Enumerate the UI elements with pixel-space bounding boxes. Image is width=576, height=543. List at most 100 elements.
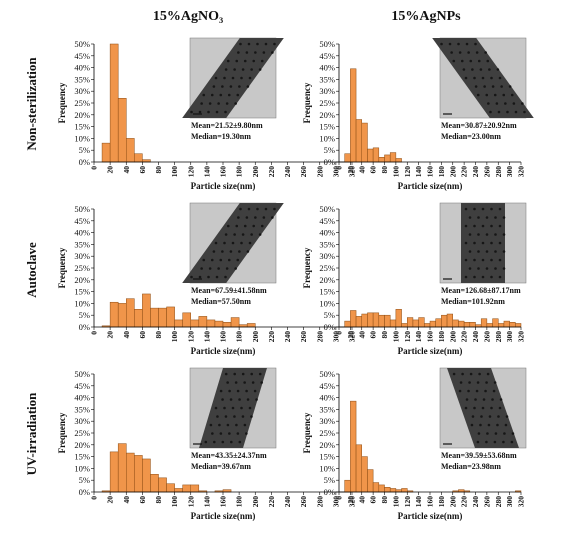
y-axis-label: Frequency [57, 82, 67, 123]
x-tick-label: 320 [348, 166, 357, 178]
x-tick-label: 120 [186, 331, 195, 343]
histogram-bar [344, 153, 351, 163]
histogram-bar [515, 323, 522, 328]
y-tick-label: 40% [74, 393, 90, 403]
y-axis-label: Frequency [302, 412, 312, 453]
mean-label: Mean=67.59±41.58nm [191, 286, 267, 295]
x-tick-label: 180 [235, 331, 244, 343]
x-tick-label: 280 [315, 496, 324, 508]
x-tick-label: 300 [331, 496, 340, 508]
x-tick-label: 160 [426, 166, 435, 178]
y-tick-label: 5% [324, 145, 335, 155]
x-tick-label: 300 [505, 496, 514, 508]
x-tick-label: 100 [391, 496, 400, 508]
y-tick-label: 45% [319, 381, 335, 391]
x-tick-label: 260 [299, 331, 308, 343]
x-tick-label: 200 [448, 496, 457, 508]
histogram-bar [158, 477, 167, 493]
tem-micrograph-inset [182, 37, 284, 119]
x-tick-label: 140 [414, 166, 423, 178]
y-tick-label: 50% [319, 369, 335, 379]
y-tick-label: 5% [79, 145, 90, 155]
column-title-agno3: 15%AgNO₃ [153, 9, 223, 24]
histogram-bar [424, 323, 431, 328]
x-tick-label: 100 [170, 496, 179, 508]
x-tick-label: 220 [267, 331, 276, 343]
y-tick-label: 30% [74, 416, 90, 426]
y-tick-label: 5% [324, 310, 335, 320]
histogram-bar [230, 317, 240, 328]
x-tick-label: 240 [283, 496, 292, 508]
histogram-bar [372, 312, 380, 328]
histogram-bar [469, 322, 476, 328]
y-tick-label: 35% [74, 404, 90, 414]
tem-micrograph-inset [439, 367, 527, 449]
histogram-bar [372, 147, 380, 163]
y-tick-label: 0% [324, 322, 335, 332]
histogram-non-sterilization-agno3: 0%5%10%15%20%25%30%35%40%45%50%0 20 40 60 80… [57, 37, 357, 191]
tem-micrograph-inset [182, 202, 284, 284]
x-tick-label: 0 [335, 331, 344, 335]
x-tick-label: 60 [369, 166, 378, 174]
histogram-bar [101, 142, 111, 163]
x-axis-label: Particle size(nm) [398, 511, 463, 521]
histogram-bar [350, 310, 357, 328]
x-tick-label: 200 [251, 331, 260, 343]
histogram-bar [384, 487, 391, 493]
y-tick-label: 5% [79, 475, 90, 485]
x-tick-label: 320 [517, 331, 526, 343]
y-tick-label: 30% [319, 251, 335, 261]
histogram-bar [389, 319, 397, 328]
x-tick-label: 140 [414, 496, 423, 508]
y-axis-label: Frequency [57, 247, 67, 288]
y-axis-label: Frequency [302, 82, 312, 123]
x-tick-label: 20 [106, 331, 115, 339]
y-tick-label: 50% [74, 369, 90, 379]
mean-label: Mean=39.59±53.68nm [441, 451, 517, 460]
y-tick-label: 10% [74, 298, 90, 308]
x-tick-label: 240 [283, 331, 292, 343]
y-tick-label: 10% [319, 133, 335, 143]
x-tick-label: 300 [505, 331, 514, 343]
histogram-bar [190, 319, 200, 328]
histogram-bar [126, 452, 135, 493]
y-tick-label: 35% [74, 74, 90, 84]
y-tick-label: 20% [319, 440, 335, 450]
y-tick-label: 20% [74, 440, 90, 450]
x-tick-label: 140 [202, 166, 211, 178]
x-tick-label: 0 [335, 166, 344, 170]
histogram-non-sterilization-agnps: 0% 5% 10%15% 20% 25% 30% 35%40% 45% 50% 0 20 40 60 80… [302, 37, 534, 191]
y-tick-label: 50% [74, 39, 90, 49]
x-tick-label: 40 [357, 496, 366, 504]
histogram-bar [134, 153, 143, 163]
histogram-bar [182, 312, 191, 328]
histogram-bar [498, 323, 505, 328]
histogram-bar [384, 314, 391, 328]
x-tick-label: 240 [283, 166, 292, 178]
x-tick-label: 320 [348, 331, 357, 343]
x-tick-label: 300 [505, 166, 514, 178]
histogram-bar [134, 309, 143, 328]
x-tick-label: 180 [235, 496, 244, 508]
x-tick-label: 20 [106, 166, 115, 174]
histogram-bar [503, 320, 510, 328]
y-tick-label: 15% [74, 287, 90, 297]
histogram-bar [174, 319, 183, 328]
x-tick-label: 0 [90, 496, 99, 500]
x-axis-label: Particle size(nm) [191, 346, 256, 356]
histogram-bar [350, 400, 357, 493]
y-tick-label: 10% [319, 298, 335, 308]
y-tick-label: 40% [319, 228, 335, 238]
histogram-bar [142, 293, 151, 328]
x-tick-label: 200 [251, 496, 260, 508]
histogram-uv-irradiation-agno3: 0%5%10%15%20%25%30%35%40%45%50%0 20 40 60 80… [57, 367, 357, 521]
x-tick-label: 220 [460, 331, 469, 343]
histogram-bar [206, 319, 216, 328]
y-tick-label: 40% [74, 63, 90, 73]
row-title-non-sterilization: Non-sterilization [24, 57, 39, 151]
x-tick-label: 160 [426, 331, 435, 343]
x-axis-label: Particle size(nm) [398, 346, 463, 356]
y-tick-label: 25% [319, 263, 335, 273]
row-title-uv-irradiation: UV-irradiation [24, 392, 39, 476]
histogram-autoclave-agnps: 0% 5% 10%15% 20% 25% 30% 35%40% 45% 50% 0 20 40 60 80… [302, 202, 527, 356]
